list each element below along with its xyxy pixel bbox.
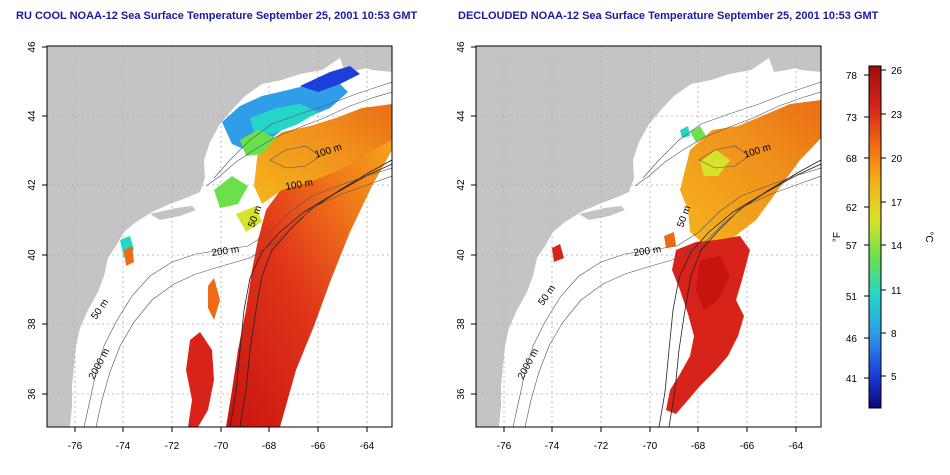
contour-label-200m: 200 m	[633, 244, 662, 259]
fahrenheit-tick-label: 41	[846, 374, 858, 385]
fahrenheit-tick-label: 46	[846, 334, 858, 345]
lat-tick-label: 42	[456, 179, 467, 191]
land-mass	[47, 46, 392, 427]
right-x-axis: -76 -74 -72 -70 -68 -66 -64	[497, 427, 804, 452]
fahrenheit-tick-label: 73	[846, 113, 858, 124]
celsius-scale: 26 23 20 17 14 11 8 5 °C	[881, 66, 934, 383]
colorbar: 78 73 68 62 57 51 46 41 °F 26 23 20 17 1…	[832, 65, 934, 409]
lat-tick-label: 38	[456, 318, 467, 330]
lat-tick-label: 40	[27, 249, 38, 261]
right-y-axis: 36 38 40 42 44 46	[456, 41, 476, 400]
sst-declouded-north	[680, 100, 821, 246]
contour-label-100m-b: 100 m	[285, 177, 314, 193]
left-x-axis: -76 -74 -72 -70 -68 -66 -64	[68, 427, 375, 452]
fahrenheit-tick-label: 68	[846, 154, 858, 165]
celsius-tick-label: 20	[891, 154, 903, 165]
fahrenheit-tick-label: 57	[846, 241, 858, 252]
lon-tick-label: -72	[165, 441, 180, 452]
left-map-title: RU COOL NOAA-12 Sea Surface Temperature …	[16, 10, 418, 22]
lon-tick-label: -72	[594, 441, 609, 452]
fahrenheit-tick-label: 51	[846, 292, 858, 303]
lon-tick-label: -76	[497, 441, 512, 452]
lat-tick-label: 40	[456, 249, 467, 261]
bathymetry-contours	[83, 81, 392, 427]
land-mass	[476, 46, 821, 427]
left-y-axis: 36 38 40 42 44 46	[27, 41, 47, 400]
fahrenheit-tick-label: 62	[846, 203, 858, 214]
lon-tick-label: -64	[360, 441, 375, 452]
sst-declouded-south	[666, 236, 750, 414]
celsius-tick-label: 8	[891, 329, 897, 340]
fahrenheit-tick-label: 78	[846, 71, 858, 82]
colorbar-gradient	[868, 65, 882, 409]
lon-tick-label: -68	[262, 441, 277, 452]
lon-tick-label: -66	[311, 441, 326, 452]
lat-tick-label: 44	[456, 110, 467, 122]
lon-tick-label: -66	[740, 441, 755, 452]
lat-tick-label: 36	[456, 388, 467, 400]
fahrenheit-scale: 78 73 68 62 57 51 46 41 °F	[832, 71, 869, 385]
lon-tick-label: -70	[643, 441, 658, 452]
celsius-tick-label: 17	[891, 198, 903, 209]
celsius-tick-label: 11	[891, 286, 902, 297]
lon-tick-label: -64	[789, 441, 804, 452]
celsius-tick-label: 26	[891, 66, 903, 77]
left-map: 100 m 100 m 50 m 200 m 50 m 2000 m -76 -…	[27, 41, 393, 452]
lon-tick-label: -70	[214, 441, 229, 452]
lat-tick-label: 38	[27, 318, 38, 330]
fahrenheit-unit: °F	[832, 232, 843, 242]
celsius-tick-label: 14	[891, 241, 903, 252]
bathymetry-contours	[512, 81, 821, 427]
lon-tick-label: -68	[691, 441, 706, 452]
lat-tick-label: 44	[27, 110, 38, 122]
celsius-tick-label: 5	[891, 372, 897, 383]
celsius-tick-label: 23	[891, 110, 903, 121]
lat-tick-label: 46	[27, 41, 38, 53]
celsius-unit: °C	[923, 231, 934, 242]
lon-tick-label: -74	[116, 441, 131, 452]
contour-label-200m: 200 m	[211, 244, 240, 259]
lat-tick-label: 46	[456, 41, 467, 53]
lon-tick-label: -74	[545, 441, 560, 452]
sst-swath-warm	[226, 128, 392, 427]
lat-tick-label: 42	[27, 179, 38, 191]
sst-swath-north	[254, 104, 392, 204]
lon-tick-label: -76	[68, 441, 83, 452]
right-map-title: DECLOUDED NOAA-12 Sea Surface Temperatur…	[458, 10, 879, 22]
right-map: 100 m 50 m 200 m 50 m 2000 m -76 -74 -72…	[456, 41, 822, 452]
lat-tick-label: 36	[27, 388, 38, 400]
